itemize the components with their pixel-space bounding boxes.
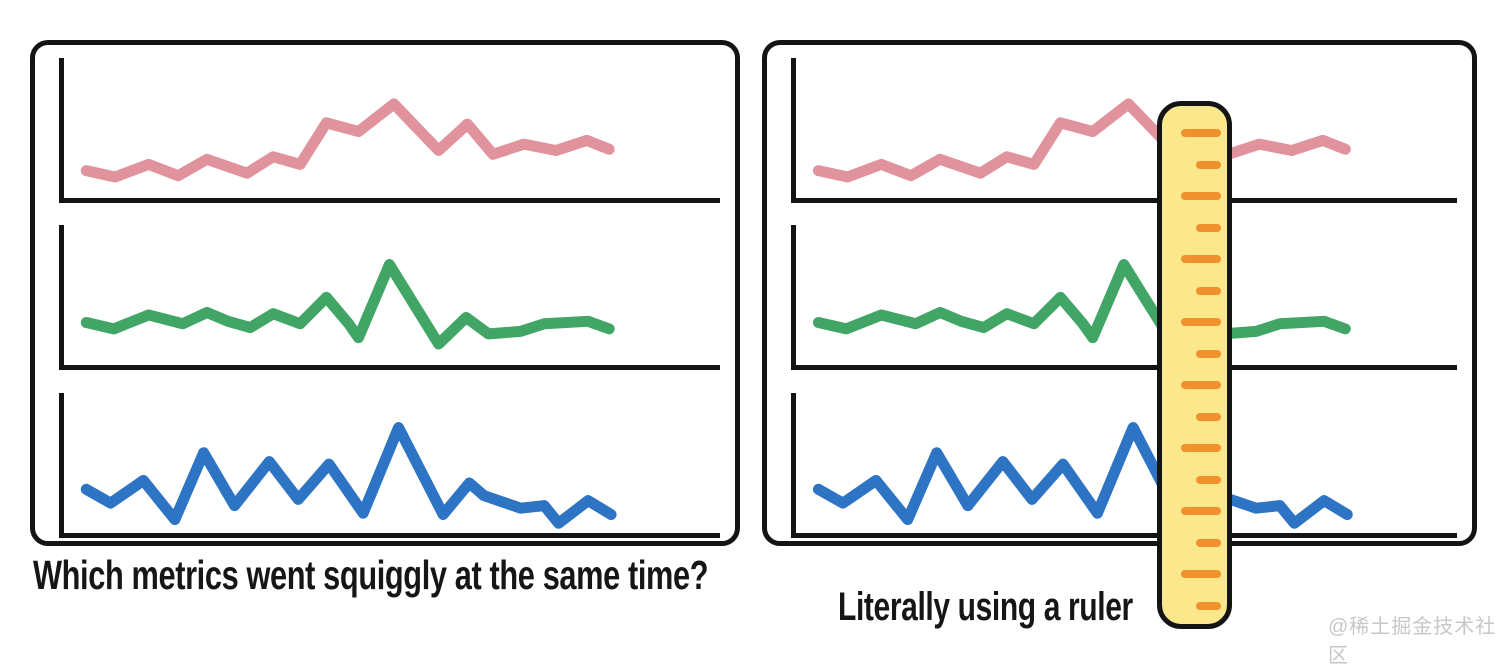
- ruler-tick: [1181, 192, 1221, 200]
- left-panel: [30, 40, 740, 546]
- ruler-tick: [1196, 223, 1221, 232]
- pink-metric-line: [86, 104, 609, 177]
- ruler-tick: [1196, 349, 1221, 358]
- pink-chart: [59, 58, 720, 203]
- left-caption: Which metrics went squiggly at the same …: [33, 552, 709, 598]
- blue-metric-line: [818, 428, 1347, 524]
- ruler-tick: [1181, 129, 1221, 137]
- ruler-tick: [1181, 570, 1221, 578]
- blue-chart: [59, 393, 720, 538]
- green-chart: [59, 225, 720, 370]
- green-metric-line: [818, 265, 1345, 344]
- ruler: [1157, 101, 1232, 629]
- ruler-tick: [1196, 475, 1221, 484]
- right-panel: [762, 40, 1477, 546]
- pink-chart: [791, 58, 1457, 203]
- ruler-tick: [1196, 412, 1221, 421]
- watermark: @稀土掘金技术社区: [1328, 616, 1497, 667]
- ruler-tick: [1181, 318, 1221, 326]
- blue-chart: [791, 393, 1457, 538]
- ruler-tick: [1196, 538, 1221, 547]
- ruler-tick: [1181, 381, 1221, 389]
- green-metric-line: [86, 265, 609, 344]
- ruler-tick: [1181, 255, 1221, 263]
- blue-metric-line: [86, 428, 611, 524]
- right-caption: Literally using a ruler: [838, 585, 1133, 629]
- green-chart: [791, 225, 1457, 370]
- ruler-tick: [1196, 601, 1221, 610]
- ruler-tick: [1181, 507, 1221, 515]
- ruler-tick: [1181, 444, 1221, 452]
- pink-metric-line: [818, 104, 1345, 177]
- ruler-tick: [1196, 160, 1221, 169]
- ruler-tick: [1196, 286, 1221, 295]
